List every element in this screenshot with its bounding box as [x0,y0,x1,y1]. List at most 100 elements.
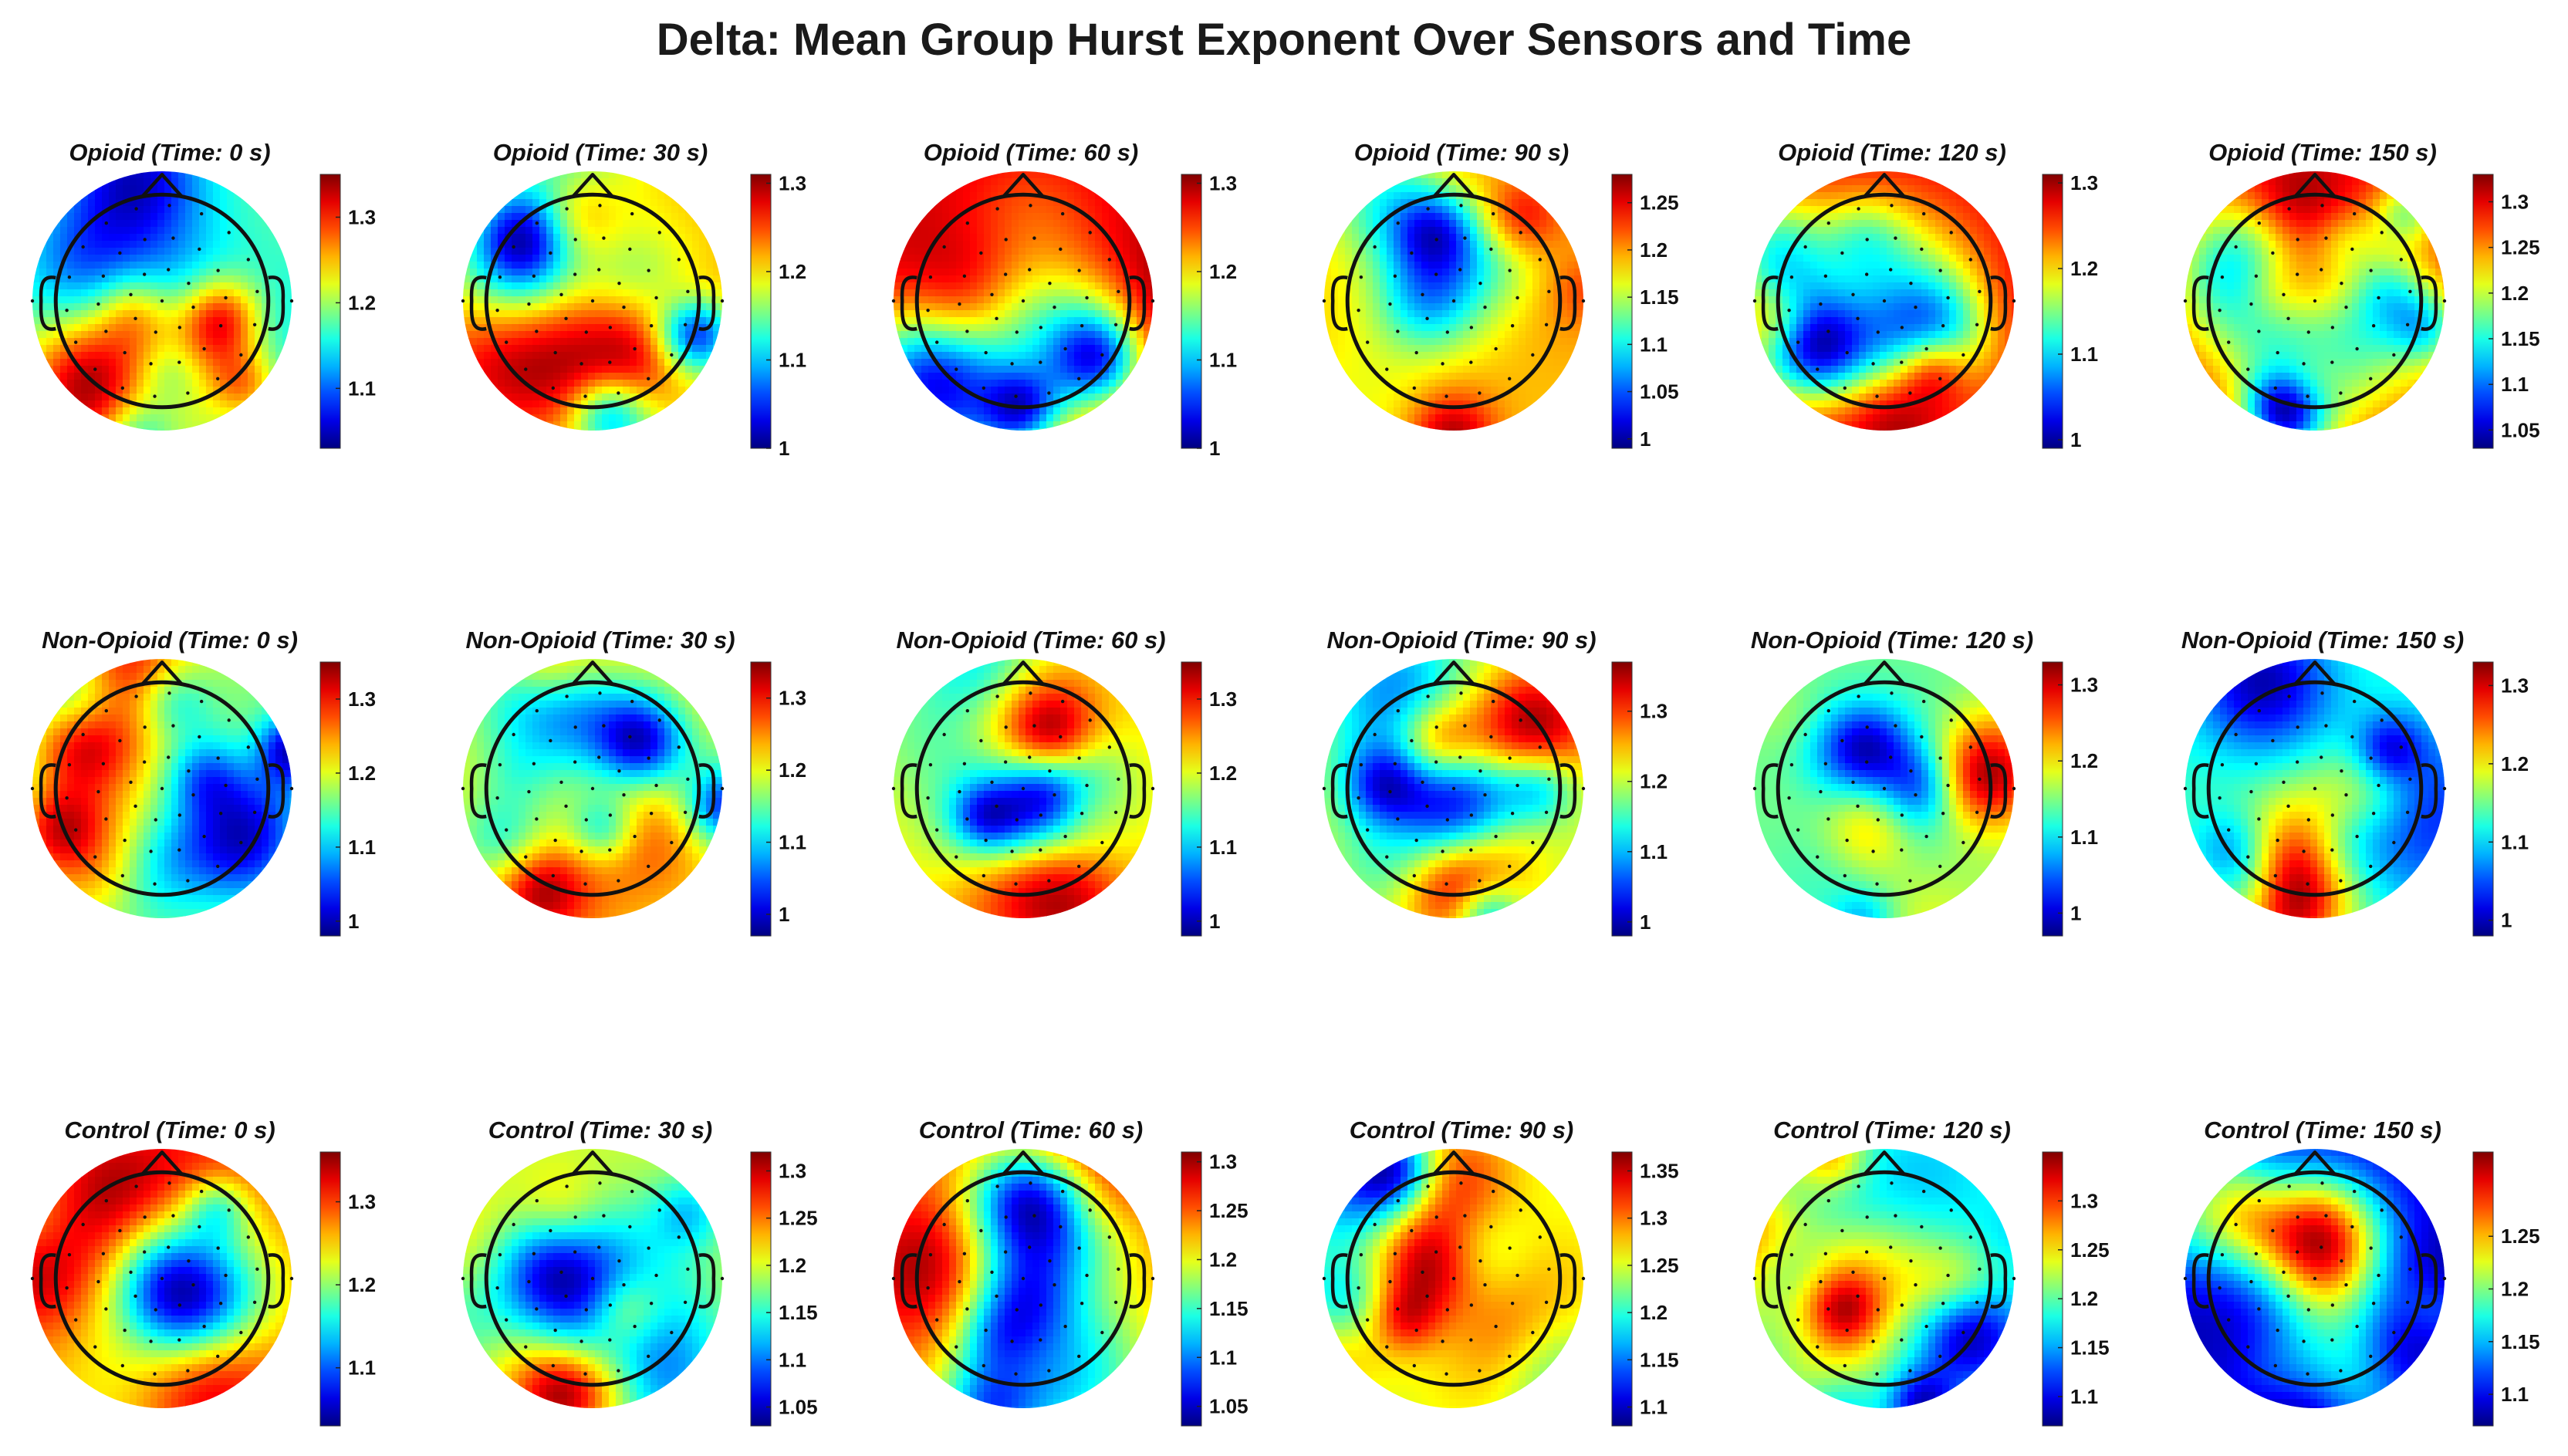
sensor-dot [1469,360,1472,363]
sensor-dot [187,769,190,772]
sensor-dot [2276,839,2279,842]
sensor-dot [68,1253,71,1256]
sensor-dot [1108,1235,1111,1238]
sensor-dot [2377,1274,2380,1277]
sensor-dot [579,362,583,365]
sensor-dot [963,1252,966,1255]
sensor-dot [1032,236,1036,239]
sensor-dot [2271,739,2274,742]
sensor-dot [1924,835,1928,838]
colorbar-tick-label: 1.25 [1640,1254,1679,1277]
sensor-dot [1875,882,1878,885]
sensor-dot [2296,238,2299,241]
sensor-dot [2249,1280,2252,1283]
sensor-dot [1425,1295,1428,1298]
sensor-dot [1357,796,1360,799]
sensor-dot [1360,1253,1363,1256]
sensor-dot [1753,787,1756,790]
sensor-dot [995,1295,998,1298]
sensor-dot [1444,394,1448,397]
topomap-svg: 1.051.11.151.21.251.3 [2168,139,2568,478]
sensor-dot [935,340,938,343]
sensor-dot [1827,709,1830,712]
sensor-dot [2257,1307,2260,1310]
colorbar [2043,1152,2063,1426]
sensor-dot [121,1364,124,1367]
sensor-dot [2355,835,2358,838]
sensor-dot [171,1214,174,1217]
colorbar-tick-label: 1.1 [1640,1396,1668,1419]
sensor-dot [123,839,126,842]
sensor-dot [2320,268,2323,271]
sensor-dot [573,1250,576,1253]
sensor-dot [1909,1259,1912,1262]
topomap-svg: 1.11.21.3 [15,1116,444,1456]
sensor-dot [1803,733,1806,736]
sensor-dot [892,299,895,302]
sensor-dot [153,1372,156,1375]
sensor-dot [1489,1225,1492,1228]
colorbar-tick-label: 1.1 [1640,840,1668,863]
sensor-dot [1946,296,1949,299]
colorbar-tick-label: 1.3 [1640,700,1668,723]
sensor-dot [247,1235,250,1238]
sensor-dot [1865,760,1868,763]
sensor-dot [1871,850,1874,853]
sensor-dot [1824,1252,1827,1255]
sensor-dot [1938,865,1941,868]
sensor-dot [121,387,124,390]
sensor-dot [2372,812,2375,815]
sensor-dot [2313,787,2316,790]
sensor-dot [598,204,601,207]
sensor-dot [1819,1280,1822,1283]
sensor-dot [984,839,987,842]
sensor-dot [1803,245,1806,248]
sensor-dot [1511,812,1514,815]
scalp-heatmap [1755,1149,2019,1414]
sensor-dot [2012,787,2016,790]
sensor-dot [658,1208,661,1211]
sensor-dot [247,745,250,748]
sensor-dot [1010,850,1013,853]
colorbar-tick-label: 1.2 [1209,1248,1237,1271]
sensor-dot [979,1229,982,1232]
sensor-dot [670,353,673,356]
sensor-dot [2258,221,2261,225]
sensor-dot [224,784,227,787]
sensor-dot [1441,1339,1444,1343]
sensor-dot [93,367,96,370]
sensor-dot [2234,733,2237,736]
sensor-dot [167,268,170,271]
sensor-dot [2340,282,2343,285]
sensor-dot [1840,252,1843,255]
sensor-dot [1357,309,1360,312]
colorbar-tick-label: 1.2 [2501,752,2529,775]
sensor-dot [102,762,105,765]
sensor-dot [1900,848,1903,851]
colorbar-tick-label: 1.2 [348,1273,376,1296]
sensor-dot [118,739,121,742]
sensor-dot [1077,756,1080,759]
colorbar-tick-label: 1.3 [1640,1207,1668,1230]
sensor-dot [1004,725,1007,728]
sensor-dot [1077,1246,1080,1249]
sensor-dot [608,360,611,363]
colorbar-tick-label: 1.25 [1209,1199,1249,1222]
sensor-dot [2406,1301,2409,1304]
sensor-dot [1545,811,1548,814]
sensor-dot [1151,787,1154,790]
sensor-dot [1978,778,1981,781]
sensor-dot [929,763,932,766]
sensor-dot [143,272,146,275]
sensor-dot [617,391,620,394]
sensor-dot [1004,760,1007,763]
sensor-dot [2184,787,2187,790]
sensor-dot [677,258,681,261]
sensor-dot [1890,204,1893,207]
sensor-dot [1843,387,1847,390]
sensor-dot [2234,245,2237,248]
colorbar-tick-label: 1.3 [2070,171,2098,194]
